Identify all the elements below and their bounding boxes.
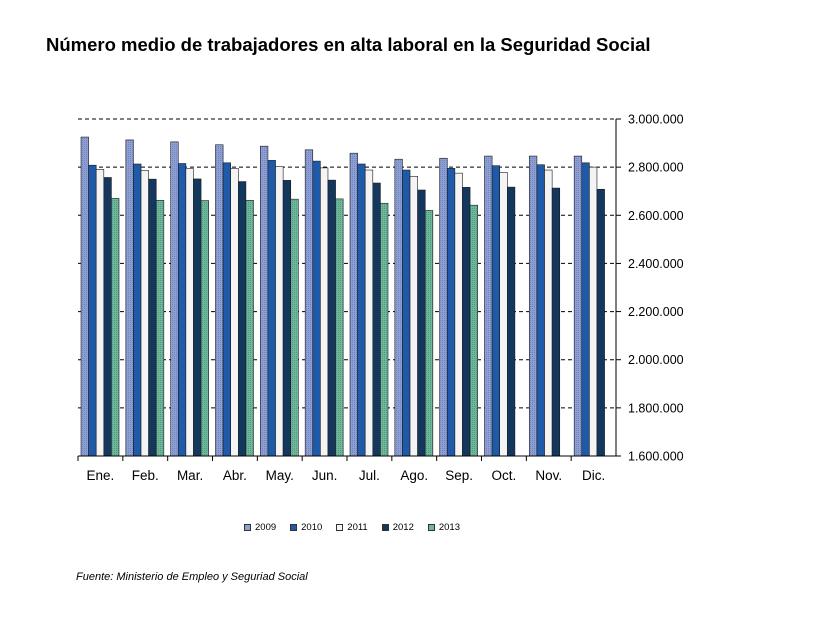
bar-2013-3 bbox=[245, 200, 254, 457]
bar-2010-4 bbox=[267, 160, 276, 457]
bar-2012-11 bbox=[596, 188, 605, 457]
y-tick-label: 1.800.000 bbox=[628, 401, 684, 415]
bar-2011-5 bbox=[320, 167, 329, 457]
legend-label: 2013 bbox=[438, 522, 460, 533]
bar-2011-6 bbox=[364, 169, 374, 457]
bar-2012-5 bbox=[327, 179, 336, 457]
bar-2010-3 bbox=[222, 162, 232, 457]
bar-2013-1 bbox=[155, 200, 165, 457]
axis-labels: 3.000.000 2.800.000 2.600.000 2.400.000 2.20… bbox=[87, 113, 684, 484]
bar-2010-6 bbox=[357, 163, 366, 457]
bar-2012-8 bbox=[462, 187, 471, 457]
bar-2010-1 bbox=[133, 163, 142, 457]
legend-swatch bbox=[427, 524, 435, 531]
axes bbox=[77, 118, 621, 461]
bar-2012-6 bbox=[372, 182, 381, 457]
bar-2010-11 bbox=[581, 162, 590, 457]
bar-2011-10 bbox=[544, 169, 553, 457]
x-tick-label: Jun. bbox=[312, 468, 338, 483]
bar-2013-2 bbox=[200, 200, 209, 457]
bar-2011-7 bbox=[409, 175, 418, 457]
y-tick-label: 2.000.000 bbox=[628, 353, 684, 367]
x-tick-label: Nov. bbox=[535, 468, 562, 483]
x-tick-label: Ago. bbox=[400, 468, 428, 483]
bar-2011-1 bbox=[140, 170, 149, 457]
bar-2009-1 bbox=[125, 139, 134, 457]
bar-2012-2 bbox=[193, 178, 202, 457]
bar-2011-2 bbox=[185, 168, 194, 457]
x-tick-label: Mar. bbox=[177, 468, 203, 483]
x-tick-label: Abr. bbox=[223, 468, 247, 483]
bar-2013-4 bbox=[290, 198, 299, 457]
bar-2009-11 bbox=[573, 155, 583, 457]
bar-2009-0 bbox=[80, 136, 89, 457]
bar-2010-7 bbox=[402, 169, 411, 457]
legend-item-2012: 2012 bbox=[381, 522, 414, 533]
y-tick-label: 2.800.000 bbox=[628, 161, 684, 175]
legend-swatch bbox=[381, 524, 389, 531]
legend-label: 2012 bbox=[392, 522, 414, 533]
source-note: Fuente: Ministerio de Empleo y Seguriad … bbox=[76, 571, 308, 583]
y-tick-label: 2.400.000 bbox=[628, 257, 684, 271]
bar-2010-10 bbox=[536, 164, 545, 457]
bar-2012-4 bbox=[282, 180, 292, 457]
bar-2013-6 bbox=[380, 202, 389, 457]
bar-2010-8 bbox=[446, 168, 456, 457]
bar-2013-7 bbox=[424, 210, 434, 457]
bar-2011-3 bbox=[230, 168, 239, 457]
legend-label: 2011 bbox=[347, 522, 368, 533]
bar-2012-3 bbox=[238, 181, 247, 457]
bar-2011-0 bbox=[95, 169, 105, 457]
legend-item-2011: 2011 bbox=[336, 522, 368, 533]
grid-lines bbox=[78, 118, 616, 409]
bar-2010-5 bbox=[312, 160, 321, 457]
legend-item-2013: 2013 bbox=[427, 522, 460, 533]
x-tick-label: Ene. bbox=[87, 468, 115, 483]
legend-swatch bbox=[290, 524, 298, 531]
bar-2012-10 bbox=[551, 187, 561, 457]
x-tick-label: Feb. bbox=[132, 468, 159, 483]
y-tick-label: 2.600.000 bbox=[628, 209, 684, 223]
bar-2012-7 bbox=[417, 189, 426, 457]
legend-item-2010: 2010 bbox=[290, 522, 322, 533]
legend-swatch bbox=[244, 524, 251, 531]
y-tick-label: 1.600.000 bbox=[628, 450, 684, 464]
bar-2010-9 bbox=[491, 165, 501, 457]
y-tick-label: 3.000.000 bbox=[628, 113, 684, 127]
x-tick-label: Oct. bbox=[492, 468, 517, 483]
bar-2009-3 bbox=[215, 144, 224, 457]
x-tick-label: May. bbox=[266, 468, 294, 483]
bar-2009-5 bbox=[304, 149, 314, 457]
bar-2009-7 bbox=[394, 158, 403, 457]
bar-2013-8 bbox=[469, 204, 478, 457]
x-tick-label: Jul. bbox=[359, 468, 380, 483]
bar-2009-2 bbox=[170, 141, 179, 457]
bar-2011-8 bbox=[454, 172, 463, 457]
chart-title: Número medio de trabajadores en alta lab… bbox=[46, 34, 651, 55]
bar-2012-9 bbox=[506, 186, 516, 457]
bar-2013-0 bbox=[111, 198, 120, 457]
bar-2009-9 bbox=[484, 155, 493, 457]
bar-2009-6 bbox=[349, 152, 358, 457]
legend: 2009 2010 2011 2012 2013 bbox=[244, 522, 460, 533]
bar-2012-0 bbox=[103, 177, 112, 457]
legend-swatch bbox=[336, 524, 344, 531]
bar-2009-4 bbox=[260, 145, 269, 457]
bar-2013-5 bbox=[335, 198, 344, 457]
bar-2009-8 bbox=[439, 157, 448, 457]
bar-2009-10 bbox=[529, 155, 538, 457]
legend-item-2009: 2009 bbox=[244, 522, 276, 533]
bar-2010-0 bbox=[88, 164, 97, 457]
bar-2011-4 bbox=[275, 166, 284, 457]
bar-2011-11 bbox=[589, 166, 598, 457]
bar-2012-1 bbox=[148, 178, 157, 457]
bar-2010-2 bbox=[177, 163, 187, 457]
x-tick-label: Sep. bbox=[445, 468, 473, 483]
x-tick-label: Dic. bbox=[582, 468, 605, 483]
bar-2011-9 bbox=[499, 172, 508, 457]
legend-label: 2009 bbox=[255, 522, 277, 533]
y-tick-label: 2.200.000 bbox=[628, 305, 684, 319]
legend-label: 2010 bbox=[301, 522, 323, 533]
